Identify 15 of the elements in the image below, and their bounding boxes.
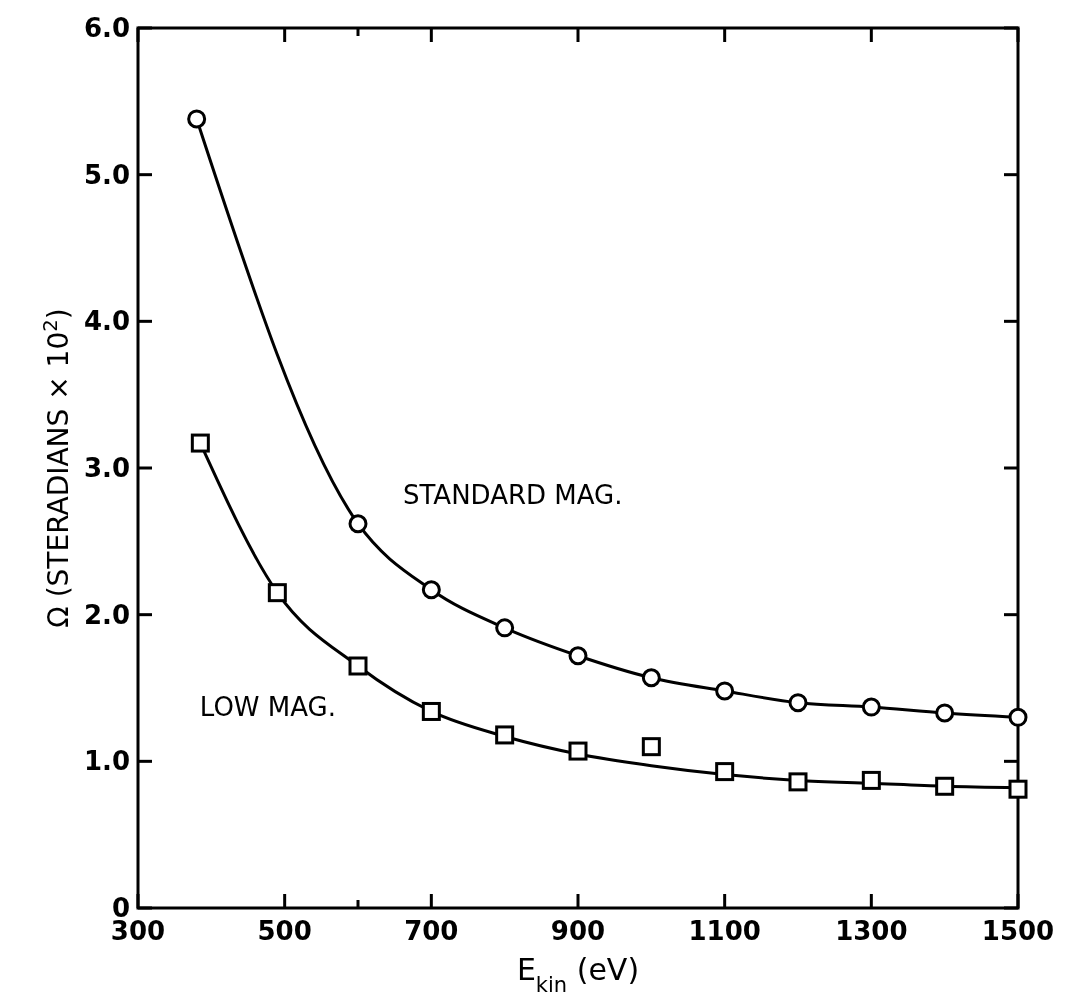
y-tick-label: 1.0 xyxy=(83,746,130,777)
y-tick-label: 3.0 xyxy=(83,453,130,484)
x-tick-label: 900 xyxy=(550,916,606,946)
y-tick-label: 5.0 xyxy=(83,159,130,190)
y-tick-label: 2.0 xyxy=(83,599,130,630)
x-tick-label: 700 xyxy=(404,916,459,946)
y-tick-label: 4.0 xyxy=(83,306,130,337)
series-label: STANDARD MAG. xyxy=(403,479,623,510)
x-tick-label: 1100 xyxy=(688,916,761,946)
x-tick-label: 1500 xyxy=(981,916,1055,946)
series-label: LOW MAG. xyxy=(199,692,336,722)
y-tick-label: 6.0 xyxy=(83,13,130,44)
x-tick-label: 500 xyxy=(257,916,312,946)
x-tick-label: 1300 xyxy=(835,916,908,946)
x-axis-title: E$_{kin}$ (eV) xyxy=(516,952,640,997)
